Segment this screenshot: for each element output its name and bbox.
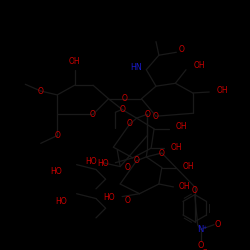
- Text: OH: OH: [178, 182, 190, 192]
- Text: HO: HO: [50, 167, 62, 176]
- Text: OH: OH: [175, 122, 187, 131]
- Text: O: O: [90, 110, 96, 119]
- Text: HO: HO: [104, 193, 115, 202]
- Text: O: O: [153, 112, 159, 121]
- Text: OH: OH: [182, 162, 194, 171]
- Text: HO: HO: [55, 197, 67, 206]
- Text: O: O: [119, 105, 125, 114]
- Text: OH: OH: [170, 143, 182, 152]
- Text: O: O: [134, 156, 140, 165]
- Text: −: −: [202, 246, 207, 250]
- Text: O: O: [125, 163, 131, 172]
- Text: O: O: [178, 45, 184, 54]
- Text: O: O: [54, 131, 60, 140]
- Text: HO: HO: [97, 159, 108, 168]
- Text: OH: OH: [69, 58, 80, 66]
- Text: O: O: [159, 148, 165, 158]
- Text: O: O: [38, 86, 44, 96]
- Text: O: O: [197, 240, 204, 250]
- Text: O: O: [144, 110, 150, 119]
- Text: OH: OH: [217, 86, 229, 94]
- Text: HN: HN: [131, 63, 142, 72]
- Text: +: +: [202, 225, 206, 230]
- Text: O: O: [127, 120, 133, 128]
- Text: N: N: [197, 225, 204, 234]
- Text: O: O: [215, 220, 221, 229]
- Text: O: O: [122, 94, 128, 103]
- Text: HO: HO: [85, 157, 97, 166]
- Text: OH: OH: [194, 61, 205, 70]
- Text: O: O: [192, 186, 198, 195]
- Text: O: O: [125, 196, 131, 205]
